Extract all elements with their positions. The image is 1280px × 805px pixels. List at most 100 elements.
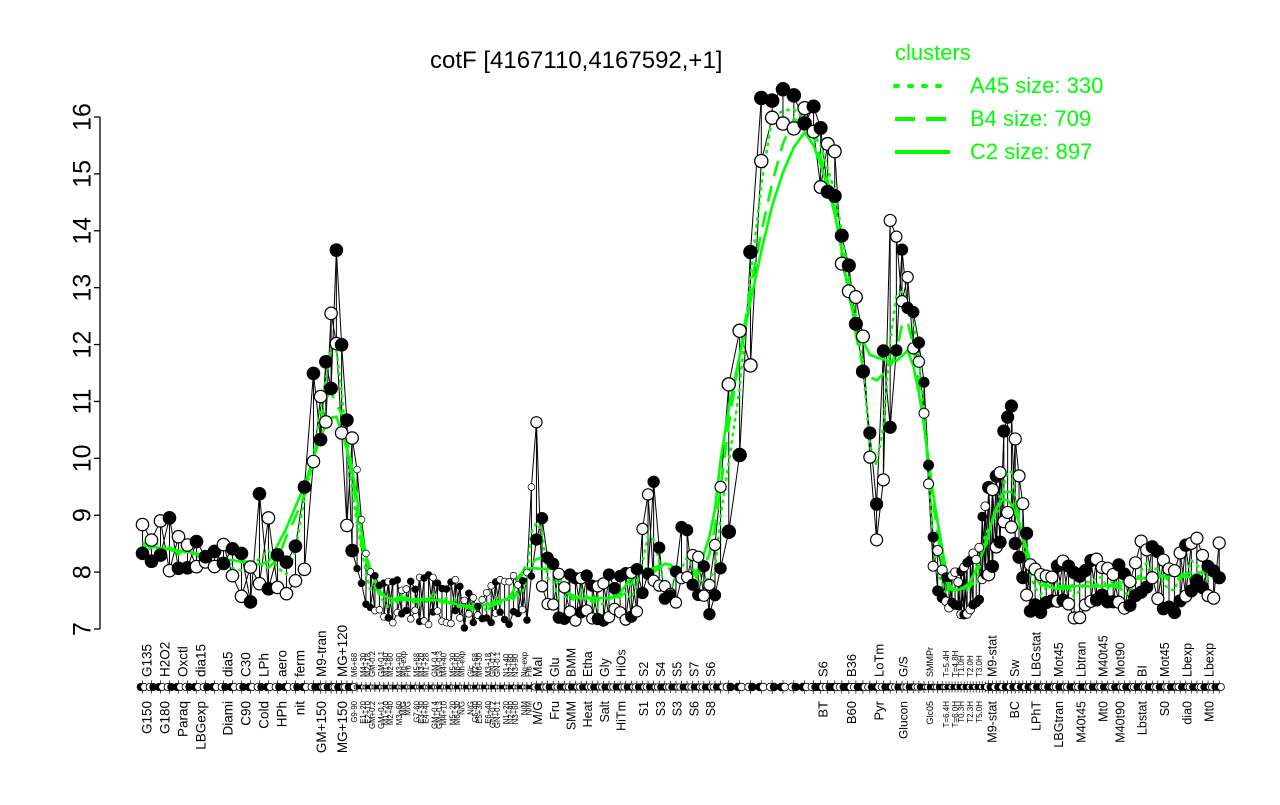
svg-text:GM+0.2: GM+0.2 — [368, 701, 377, 729]
svg-text:13: 13 — [69, 274, 97, 302]
svg-text:11: 11 — [69, 388, 97, 414]
svg-text:S7: S7 — [687, 662, 701, 677]
svg-text:S6: S6 — [816, 661, 831, 677]
svg-text:S0: S0 — [1158, 701, 1172, 716]
svg-text:Lbexp: Lbexp — [1180, 643, 1194, 677]
svg-text:M6+68: M6+68 — [350, 653, 359, 677]
svg-text:M9-stat: M9-stat — [985, 700, 999, 742]
svg-text:Mot45: Mot45 — [1158, 642, 1172, 677]
svg-text:B60: B60 — [844, 701, 859, 724]
svg-text:T=5.4H: T=5.4H — [942, 650, 951, 677]
svg-text:BMM: BMM — [565, 648, 579, 677]
svg-text:LBGexp: LBGexp — [193, 701, 208, 750]
svg-text:A45 size: 330: A45 size: 330 — [970, 73, 1103, 98]
svg-text:T=6.4H: T=6.4H — [942, 701, 951, 728]
svg-text:clusters: clusters — [895, 40, 971, 65]
svg-text:16: 16 — [69, 103, 97, 131]
svg-text:N3+90: N3+90 — [511, 653, 520, 677]
svg-text:M4+40: M4+40 — [439, 652, 448, 677]
svg-text:LPhT: LPhT — [1030, 701, 1044, 731]
svg-text:Glu: Glu — [548, 658, 562, 678]
svg-text:9: 9 — [69, 508, 97, 522]
svg-text:GM+150: GM+150 — [314, 701, 329, 753]
svg-text:Oxctl: Oxctl — [175, 646, 190, 677]
svg-text:G150: G150 — [140, 701, 155, 734]
svg-text:HPh: HPh — [274, 701, 289, 727]
svg-text:S5: S5 — [671, 662, 685, 677]
svg-text:Mal: Mal — [531, 657, 545, 677]
svg-text:8: 8 — [69, 565, 97, 579]
svg-text:Cold: Cold — [256, 701, 271, 729]
svg-text:HiTm: HiTm — [615, 701, 629, 731]
svg-text:LoTm: LoTm — [871, 644, 886, 677]
svg-text:BC: BC — [1008, 701, 1022, 718]
svg-text:M40t45: M40t45 — [1097, 635, 1111, 677]
svg-text:M/G: M/G — [404, 701, 413, 716]
svg-text:MG+150: MG+150 — [335, 701, 350, 753]
svg-text:Lbstat: Lbstat — [1136, 700, 1150, 735]
svg-text:T0.3H: T0.3H — [957, 701, 966, 723]
svg-text:HiOs: HiOs — [615, 649, 629, 677]
svg-text:BI: BI — [1136, 665, 1150, 677]
svg-text:G135: G135 — [140, 644, 155, 677]
svg-text:C2 size: 897: C2 size: 897 — [970, 139, 1092, 164]
svg-text:SMMPr: SMMPr — [925, 647, 935, 677]
svg-text:N/G: N/G — [457, 701, 466, 715]
svg-text:M9-tran: M9-tran — [314, 630, 329, 677]
svg-text:M6+30: M6+30 — [475, 652, 484, 677]
svg-text:G180: G180 — [157, 701, 172, 734]
svg-text:S3: S3 — [654, 701, 668, 716]
svg-text:Mh-exp: Mh-exp — [457, 650, 466, 677]
svg-text:G/S: G/S — [897, 656, 911, 677]
svg-text:S2: S2 — [637, 662, 651, 677]
svg-text:Lbtran: Lbtran — [1074, 642, 1088, 677]
svg-text:S6: S6 — [704, 662, 718, 677]
svg-text:GM-0.2: GM-0.2 — [368, 651, 377, 677]
svg-text:Pyr: Pyr — [871, 700, 886, 720]
svg-text:M9-stat: M9-stat — [985, 635, 999, 677]
svg-text:MG+120: MG+120 — [335, 625, 350, 677]
svg-text:Lbexp: Lbexp — [1203, 643, 1217, 677]
svg-text:Mot90: Mot90 — [1113, 642, 1127, 677]
svg-text:M2+40: M2+40 — [386, 700, 395, 725]
svg-text:14: 14 — [69, 217, 97, 245]
svg-text:nit: nit — [292, 701, 307, 716]
svg-text:B36: B36 — [844, 654, 859, 677]
svg-text:E5+30: E5+30 — [475, 700, 484, 723]
svg-text:Fru: Fru — [548, 701, 562, 720]
svg-text:N3+60: N3+60 — [511, 700, 520, 724]
svg-text:M/G: M/G — [531, 701, 545, 725]
svg-text:G9-90: G9-90 — [350, 700, 359, 722]
svg-text:T5.0H: T5.0H — [975, 701, 984, 723]
svg-text:GN+0.1: GN+0.1 — [493, 701, 502, 728]
svg-text:C90: C90 — [238, 701, 253, 726]
svg-text:S4: S4 — [654, 662, 668, 677]
svg-text:BT: BT — [816, 701, 831, 718]
svg-text:Mt0: Mt0 — [1097, 701, 1111, 722]
svg-text:LBGtran: LBGtran — [1052, 701, 1066, 748]
svg-text:15: 15 — [69, 160, 97, 188]
svg-text:M40t45: M40t45 — [1074, 701, 1088, 743]
svg-text:Mot45: Mot45 — [1052, 642, 1066, 677]
svg-text:Gly: Gly — [598, 658, 612, 678]
svg-text:T2.0H: T2.0H — [966, 655, 975, 677]
svg-text:12: 12 — [69, 331, 97, 359]
svg-text:Diami: Diami — [220, 701, 235, 736]
svg-text:M4+10: M4+10 — [439, 700, 448, 725]
svg-text:dia5: dia5 — [220, 651, 235, 677]
svg-text:SMM: SMM — [565, 701, 579, 730]
svg-text:M40t90: M40t90 — [1113, 701, 1127, 743]
svg-text:Paraq: Paraq — [175, 701, 190, 737]
svg-text:Fru: Fru — [404, 665, 413, 677]
svg-text:Glucon: Glucon — [897, 701, 911, 739]
svg-text:M1+28: M1+28 — [422, 653, 431, 677]
svg-text:Glc05: Glc05 — [925, 701, 935, 725]
svg-text:E4+40: E4+40 — [422, 700, 431, 723]
svg-text:Etha: Etha — [581, 651, 595, 677]
svg-text:S1: S1 — [637, 701, 651, 716]
svg-text:GN-0.1: GN-0.1 — [493, 652, 502, 677]
svg-text:7: 7 — [69, 622, 97, 636]
svg-text:dia0: dia0 — [1180, 701, 1194, 725]
svg-text:T3.0H: T3.0H — [975, 655, 984, 677]
svg-text:S8: S8 — [704, 701, 718, 716]
